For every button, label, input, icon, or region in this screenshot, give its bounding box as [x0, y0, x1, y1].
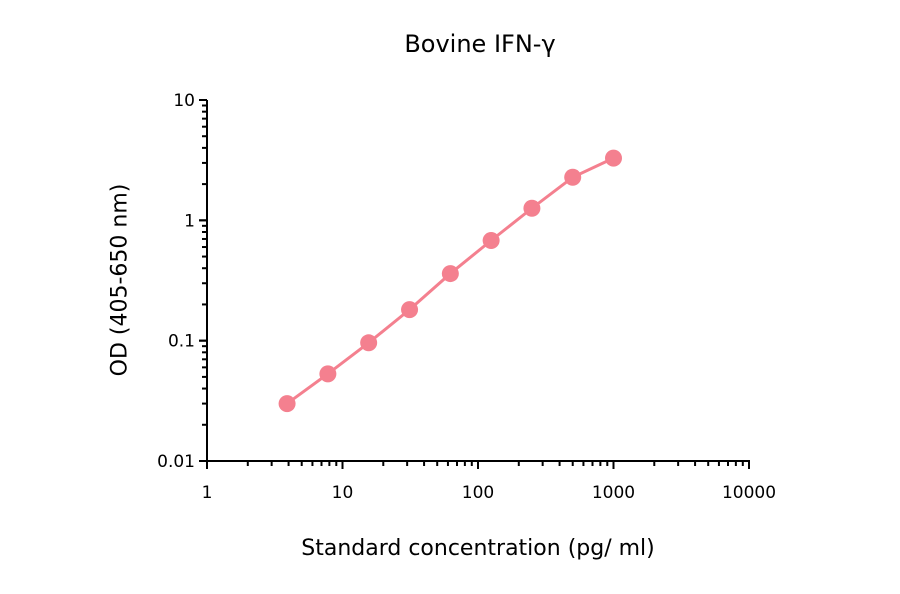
data-point [441, 265, 459, 283]
data-point [523, 199, 541, 217]
y-tick-label: 10 [173, 91, 195, 111]
x-tick-label: 1000 [592, 483, 635, 503]
x-tick-label: 100 [462, 483, 494, 503]
data-point [564, 168, 582, 186]
data-point [360, 334, 378, 352]
y-tick-label: 0.1 [168, 332, 195, 352]
data-point [319, 365, 337, 383]
data-point [482, 231, 500, 249]
x-axis-label: Standard concentration (pg/ ml) [301, 536, 655, 561]
data-point [401, 301, 419, 319]
y-tick-label: 1 [184, 211, 195, 231]
chart-title: Bovine IFN-γ [404, 30, 556, 58]
x-tick-label: 10000 [722, 483, 776, 503]
x-tick-label: 1 [202, 483, 213, 503]
data-point [605, 149, 622, 167]
x-tick-label: 10 [332, 483, 354, 503]
y-tick-label: 0.01 [157, 452, 195, 472]
data-point [278, 395, 296, 413]
